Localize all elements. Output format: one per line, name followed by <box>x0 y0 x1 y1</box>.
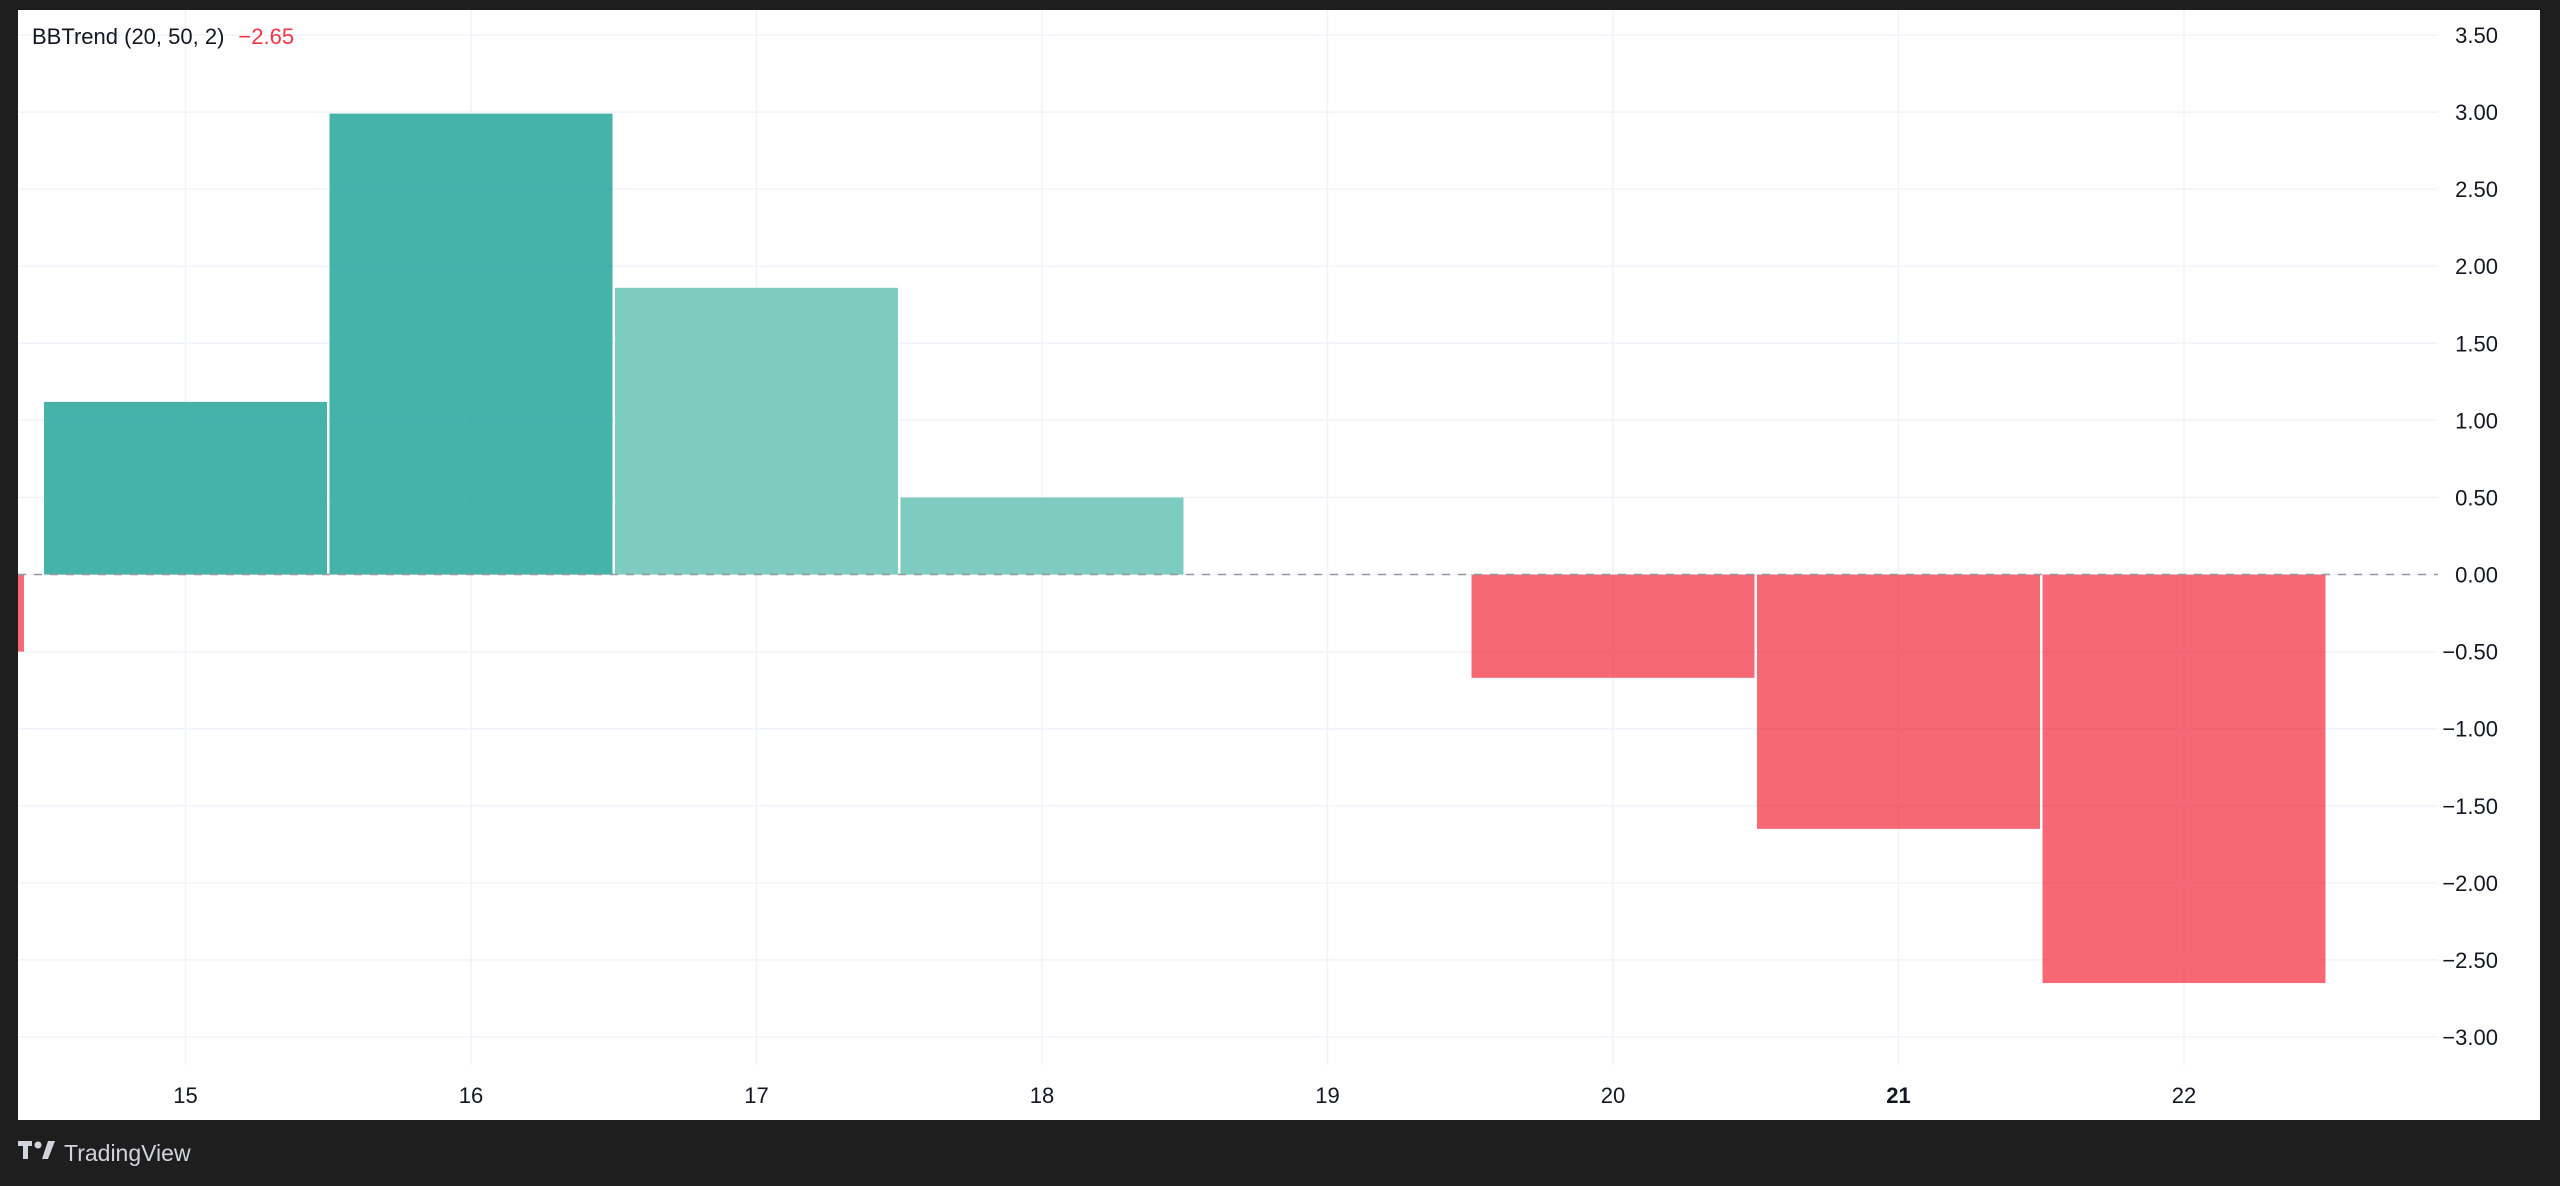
y-tick-label: 2.00 <box>2455 254 2498 279</box>
y-tick-label: −1.00 <box>2442 717 2498 742</box>
y-tick-label: 3.50 <box>2455 23 2498 48</box>
indicator-last-value: −2.65 <box>238 24 295 49</box>
y-tick-label: 0.00 <box>2455 563 2498 588</box>
y-tick-label: −1.50 <box>2442 794 2498 819</box>
x-tick-label: 21 <box>1886 1083 1910 1108</box>
histogram-bar[interactable] <box>18 574 24 652</box>
histogram-bar[interactable] <box>615 287 898 575</box>
x-tick-label: 19 <box>1315 1083 1339 1108</box>
indicator-legend[interactable]: BBTrend (20, 50, 2) −2.65 <box>32 24 294 50</box>
indicator-name[interactable]: BBTrend (20, 50, 2) <box>32 24 225 49</box>
chart-panel[interactable]: 3.50 3.00 2.50 2.00 1.50 1.00 0.50 0.00 −0.50 −1.… <box>18 10 2540 1120</box>
x-tick-label: 20 <box>1601 1083 1625 1108</box>
y-tick-label: −0.50 <box>2442 640 2498 665</box>
x-tick-label: 16 <box>459 1083 483 1108</box>
histogram-bar[interactable] <box>2042 574 2326 984</box>
y-tick-label: 3.00 <box>2455 100 2498 125</box>
x-tick-label: 17 <box>744 1083 768 1108</box>
y-tick-label: 2.50 <box>2455 177 2498 202</box>
x-tick-label: 18 <box>1030 1083 1054 1108</box>
y-tick-label: 1.00 <box>2455 408 2498 433</box>
y-tick-label: −3.00 <box>2442 1025 2498 1050</box>
y-tick-label: −2.00 <box>2442 871 2498 896</box>
brand-name[interactable]: TradingView <box>64 1139 191 1166</box>
histogram-bar[interactable] <box>900 497 1184 575</box>
tradingview-logo-icon[interactable] <box>18 1140 56 1167</box>
histogram-bar[interactable] <box>44 401 327 575</box>
histogram-bar[interactable] <box>1757 574 2040 829</box>
x-tick-label: 15 <box>173 1083 197 1108</box>
histogram-bar[interactable] <box>329 113 613 575</box>
y-tick-label: 0.50 <box>2455 485 2498 510</box>
bbtrend-histogram-chart[interactable]: 3.50 3.00 2.50 2.00 1.50 1.00 0.50 0.00 −0.50 −1.… <box>18 10 2540 1120</box>
y-tick-label: −2.50 <box>2442 948 2498 973</box>
footer: TradingView <box>18 1120 2540 1186</box>
histogram-bar[interactable] <box>1471 574 1755 678</box>
y-tick-label: 1.50 <box>2455 331 2498 356</box>
x-tick-label: 22 <box>2172 1083 2196 1108</box>
